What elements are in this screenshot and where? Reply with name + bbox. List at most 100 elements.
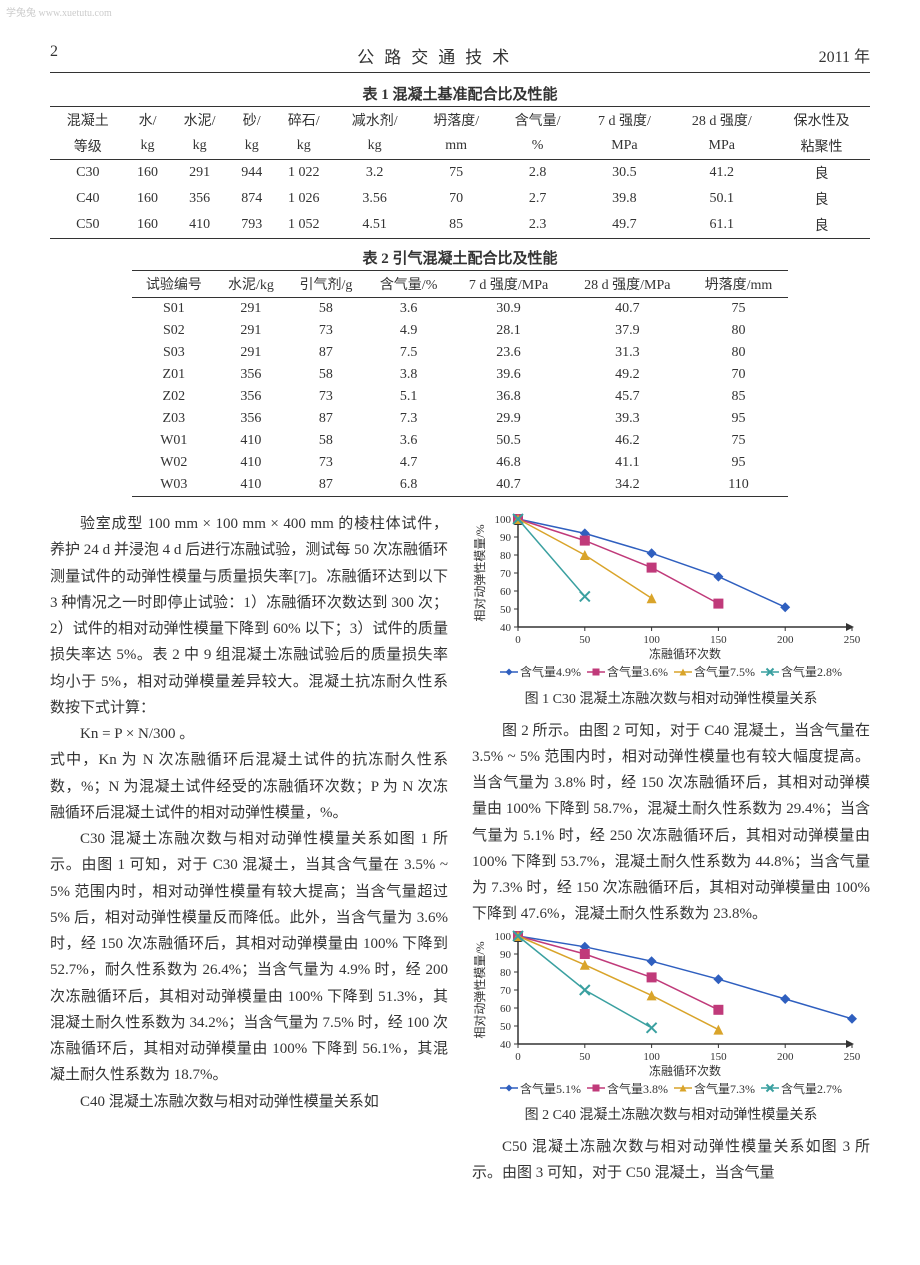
left-para-4: C40 混凝土冻融次数与相对动弹性模量关系如 [50, 1089, 448, 1115]
table-cell: 356 [169, 186, 229, 212]
svg-text:200: 200 [777, 1051, 794, 1063]
svg-text:冻融循环次数: 冻融循环次数 [649, 1063, 721, 1078]
table-cell: 50.5 [451, 430, 565, 452]
table-cell: S03 [132, 342, 216, 364]
table-cell: 80 [689, 342, 788, 364]
svg-text:60: 60 [500, 1003, 512, 1015]
table-cell: 49.7 [578, 212, 670, 239]
table-cell: 70 [689, 364, 788, 386]
table-cell: 87 [286, 342, 366, 364]
table-cell: 87 [286, 408, 366, 430]
table-cell: 41.1 [566, 452, 689, 474]
svg-text:70: 70 [500, 985, 512, 997]
table-cell: 874 [230, 186, 274, 212]
legend-item: 含气量7.5% [674, 663, 755, 680]
table-cell: 36.8 [451, 386, 565, 408]
table-cell: W01 [132, 430, 216, 452]
table-cell: 3.2 [334, 160, 415, 187]
table-cell: 291 [169, 160, 229, 187]
svg-text:150: 150 [710, 1051, 727, 1063]
table-cell: 85 [415, 212, 496, 239]
figure1-chart: 050100150200250405060708090100冻融循环次数相对动弹… [472, 511, 870, 682]
table-cell: 58 [286, 298, 366, 321]
table-cell: 73 [286, 386, 366, 408]
svg-text:250: 250 [844, 634, 861, 646]
table-cell: 水泥/kg [216, 271, 286, 298]
two-column-body: 验室成型 100 mm × 100 mm × 400 mm 的棱柱体试件，养护 … [50, 511, 870, 1187]
table-cell: 410 [216, 452, 286, 474]
svg-text:相对动弹性模量/%: 相对动弹性模量/% [473, 941, 487, 1038]
svg-text:90: 90 [500, 949, 512, 961]
table-cell: 75 [689, 430, 788, 452]
table-row: C301602919441 0223.2752.830.541.2良 [50, 160, 870, 187]
svg-text:80: 80 [500, 550, 512, 562]
table-cell: 2.8 [497, 160, 578, 187]
svg-text:40: 40 [500, 622, 512, 634]
table-row: C401603568741 0263.56702.739.850.1良 [50, 186, 870, 212]
table-cell: 34.2 [566, 474, 689, 497]
left-para-2: 式中，Kn 为 N 次冻融循环后混凝土试件的抗冻耐久性系数，%；N 为混凝土试件… [50, 747, 448, 826]
table-cell: 291 [216, 342, 286, 364]
left-para-3: C30 混凝土冻融次数与相对动弹性模量关系如图 1 所示。由图 1 可知，对于 … [50, 826, 448, 1089]
table-cell: 28.1 [451, 320, 565, 342]
table-cell: 410 [169, 212, 229, 239]
table-row: C501604107931 0524.51852.349.761.1良 [50, 212, 870, 239]
table-cell: 水泥/ [169, 107, 229, 134]
table-cell: kg [169, 133, 229, 160]
legend-item: 含气量2.8% [761, 663, 842, 680]
table-cell: 减水剂/ [334, 107, 415, 134]
table-cell: 39.3 [566, 408, 689, 430]
table-cell: 2.3 [497, 212, 578, 239]
table2-caption: 表 2 引气混凝土配合比及性能 [50, 247, 870, 268]
table-cell: 73 [286, 452, 366, 474]
legend-item: 含气量4.9% [500, 663, 581, 680]
table-cell: 75 [689, 298, 788, 321]
table-cell: 7.3 [366, 408, 452, 430]
legend-item: 含气量7.3% [674, 1080, 755, 1097]
table-cell: 50.1 [670, 186, 773, 212]
table-row: Z02356735.136.845.785 [132, 386, 788, 408]
table-cell: 80 [689, 320, 788, 342]
table-cell: 4.7 [366, 452, 452, 474]
table-cell: 110 [689, 474, 788, 497]
svg-text:50: 50 [579, 1051, 591, 1063]
table-cell: 46.2 [566, 430, 689, 452]
table-cell: W02 [132, 452, 216, 474]
table-cell: kg [126, 133, 170, 160]
table-row: Z01356583.839.649.270 [132, 364, 788, 386]
table-cell: MPa [670, 133, 773, 160]
table-cell: 4.51 [334, 212, 415, 239]
table-cell: 良 [773, 212, 870, 239]
publication-year: 2011 年 [819, 43, 870, 68]
table-cell: 坍落度/mm [689, 271, 788, 298]
table-cell: 含气量/ [497, 107, 578, 134]
table-cell: kg [334, 133, 415, 160]
table-cell: 39.8 [578, 186, 670, 212]
table-row: W02410734.746.841.195 [132, 452, 788, 474]
table-cell: 1 022 [274, 160, 334, 187]
svg-text:50: 50 [500, 604, 512, 616]
table-cell: 1 026 [274, 186, 334, 212]
svg-text:相对动弹性模量/%: 相对动弹性模量/% [473, 524, 487, 621]
table-cell: 85 [689, 386, 788, 408]
table-cell: Z03 [132, 408, 216, 430]
svg-text:冻融循环次数: 冻融循环次数 [649, 646, 721, 661]
table-cell: 410 [216, 430, 286, 452]
table-row: Z03356877.329.939.395 [132, 408, 788, 430]
table-cell: 2.7 [497, 186, 578, 212]
page-number: 2 [50, 43, 58, 68]
svg-text:0: 0 [515, 634, 521, 646]
table-cell: 73 [286, 320, 366, 342]
table-cell: 160 [126, 186, 170, 212]
table-cell: 49.2 [566, 364, 689, 386]
table-row: S03291877.523.631.380 [132, 342, 788, 364]
table-cell: 70 [415, 186, 496, 212]
formula-text: Kn = P × N/300 。 [80, 726, 194, 742]
svg-text:80: 80 [500, 967, 512, 979]
table-cell: mm [415, 133, 496, 160]
table-row: S02291734.928.137.980 [132, 320, 788, 342]
table-cell: 水/ [126, 107, 170, 134]
left-column: 验室成型 100 mm × 100 mm × 400 mm 的棱柱体试件，养护 … [50, 511, 448, 1187]
svg-text:60: 60 [500, 586, 512, 598]
table-cell: 良 [773, 160, 870, 187]
